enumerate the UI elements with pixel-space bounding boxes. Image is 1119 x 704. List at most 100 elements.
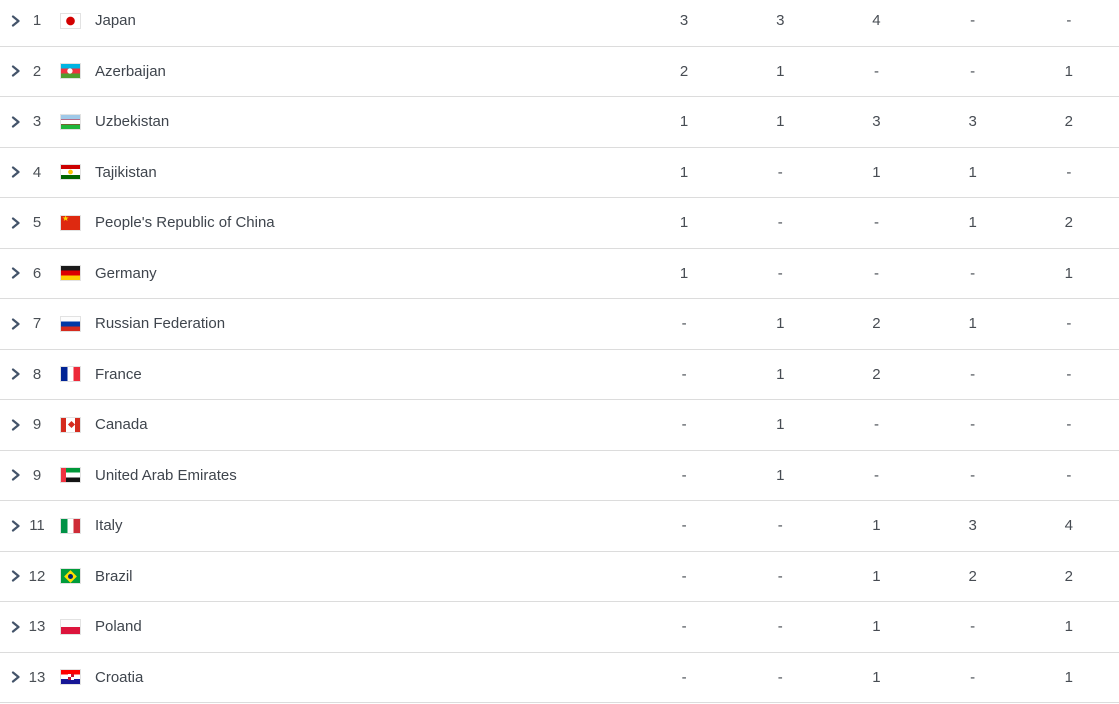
medal-count-col-1: 2 [679,62,689,80]
country-name: Uzbekistan [95,113,170,131]
chevron-right-icon[interactable] [8,216,22,230]
rank-number: 5 [32,214,42,232]
medal-count-col-3: - [873,466,879,484]
medal-count-col-5: 1 [1064,618,1074,636]
chevron-right-icon[interactable] [8,317,22,331]
flag-icon-croatia [60,669,81,686]
medal-count-col-5: - [1066,163,1072,181]
medal-count-col-4: - [970,264,976,282]
chevron-right-icon[interactable] [8,14,22,28]
medal-count-col-3: - [873,62,879,80]
medal-counts: 1 1 3 3 2 [636,113,1117,130]
medal-counts: - - 1 2 2 [636,568,1117,585]
chevron-right-icon[interactable] [8,670,22,684]
medal-counts: - 1 - - - [636,467,1117,484]
chevron-right-icon[interactable] [8,569,22,583]
medal-counts: - - 1 3 4 [636,517,1117,534]
medal-count-col-1: 1 [679,264,689,282]
chevron-right-icon[interactable] [8,620,22,634]
rank-number: 7 [32,315,42,333]
country-name: Poland [95,618,142,636]
rank-number: 12 [28,567,46,585]
country-name: Canada [95,416,148,434]
table-row[interactable]: 11 Italy - - 1 3 4 [0,501,1119,552]
flag-icon-france [60,366,81,383]
table-row[interactable]: 9 Canada - 1 - - - [0,400,1119,451]
medal-count-col-3: 4 [872,12,881,30]
table-row[interactable]: 8 France - 1 2 - - [0,349,1119,400]
table-row[interactable]: 13 Croatia - - 1 - 1 [0,652,1119,703]
medal-count-col-1: 1 [679,113,689,131]
rank-number: 2 [32,62,42,80]
chevron-right-icon[interactable] [8,519,22,533]
chevron-right-icon[interactable] [8,266,22,280]
medal-count-col-3: 3 [872,113,881,131]
chevron-right-icon[interactable] [8,115,22,129]
country-name: United Arab Emirates [95,466,237,484]
medal-count-col-5: 1 [1064,62,1074,80]
country-name: People's Republic of China [95,214,275,232]
medal-count-col-1: 1 [679,214,689,232]
medal-count-col-2: - [777,668,783,686]
flag-icon-russia [60,315,81,332]
medal-count-col-4: 3 [968,113,977,131]
chevron-right-icon[interactable] [8,367,22,381]
medal-count-col-1: - [681,315,687,333]
table-row[interactable]: 1 Japan 3 3 4 - - [0,0,1119,47]
flag-icon-japan [60,12,81,29]
table-row[interactable]: 13 Poland - - 1 - 1 [0,602,1119,653]
flag-icon-tajikistan [60,164,81,181]
medal-count-col-2: 3 [776,12,785,30]
medal-count-col-3: 1 [872,668,881,686]
medal-count-col-2: - [777,517,783,535]
medal-count-col-1: 1 [679,163,689,181]
medal-counts: 2 1 - - 1 [636,63,1117,80]
medal-count-col-1: - [681,365,687,383]
medal-count-col-2: 1 [776,315,785,333]
medal-count-col-4: - [970,416,976,434]
table-row[interactable]: 12 Brazil - - 1 2 2 [0,551,1119,602]
table-row[interactable]: 5 People's Republic of China 1 - - 1 2 [0,198,1119,249]
rank-number: 8 [32,365,42,383]
medal-counts: - - 1 - 1 [636,669,1117,686]
country-name: Azerbaijan [95,62,166,80]
country-name: Tajikistan [95,163,157,181]
rank-number: 1 [32,12,42,30]
medal-count-col-1: - [681,567,687,585]
table-row[interactable]: 7 Russian Federation - 1 2 1 - [0,299,1119,350]
medal-counts: - 1 2 - - [636,366,1117,383]
medal-count-col-4: 1 [968,214,977,232]
medal-count-col-2: 1 [776,466,785,484]
medal-count-col-5: - [1066,365,1072,383]
flag-icon-germany [60,265,81,282]
chevron-right-icon[interactable] [8,64,22,78]
table-row[interactable]: 2 Azerbaijan 2 1 - - 1 [0,46,1119,97]
table-row[interactable]: 3 Uzbekistan 1 1 3 3 2 [0,97,1119,148]
chevron-right-icon[interactable] [8,165,22,179]
medal-count-col-2: 1 [776,113,785,131]
country-name: Brazil [95,567,133,585]
table-row[interactable]: 9 United Arab Emirates - 1 - - - [0,450,1119,501]
rank-number: 3 [32,113,42,131]
medal-count-col-5: - [1066,416,1072,434]
rank-number: 4 [32,163,42,181]
flag-icon-poland [60,618,81,635]
chevron-right-icon[interactable] [8,468,22,482]
rank-number: 13 [28,618,46,636]
medal-count-col-4: - [970,365,976,383]
medal-counts: 3 3 4 - - [636,12,1117,29]
country-name: Russian Federation [95,315,226,333]
rank-number: 11 [29,517,45,535]
flag-icon-brazil [60,568,81,585]
medal-count-col-3: - [873,214,879,232]
medal-count-col-3: 1 [872,567,881,585]
medal-count-col-1: 3 [679,12,689,30]
chevron-right-icon[interactable] [8,418,22,432]
table-row[interactable]: 4 Tajikistan 1 - 1 1 - [0,147,1119,198]
rank-number: 9 [32,416,42,434]
country-name: Italy [95,517,123,535]
medal-count-col-4: - [970,618,976,636]
table-row[interactable]: 6 Germany 1 - - - 1 [0,248,1119,299]
country-name: Japan [95,12,136,30]
